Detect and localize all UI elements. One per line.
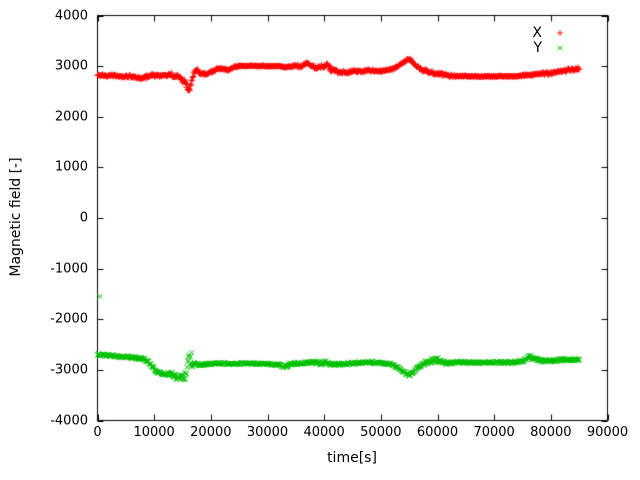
y-tick-label: 2000 [54, 109, 88, 125]
x-tick-label: 60000 [416, 425, 459, 440]
x-tick-label: 70000 [473, 425, 515, 440]
x-tick-label: 10000 [133, 425, 175, 440]
x-tick-label: 0 [93, 425, 102, 440]
y-tick-label: 3000 [54, 58, 88, 74]
x-tick-label: 50000 [360, 425, 402, 440]
x-tick-label: 30000 [246, 425, 289, 440]
y-tick-label: 1000 [54, 159, 88, 175]
legend-label-y: Y [533, 40, 542, 56]
x-tick-label: 40000 [303, 425, 345, 440]
y-tick-label: -1000 [50, 261, 88, 277]
y-tick-label: 4000 [54, 8, 88, 23]
y-tick-label: -4000 [50, 413, 88, 428]
legend-label-x: X [532, 25, 542, 41]
y-tick-label: 0 [79, 210, 88, 226]
y-tick-label: -3000 [50, 362, 88, 378]
y-tick-label: -2000 [50, 311, 88, 327]
x-axis-label: time[s] [327, 450, 377, 466]
x-tick-label: 90000 [586, 425, 629, 440]
x-tick-label: 20000 [190, 425, 232, 440]
x-tick-label: 80000 [530, 425, 572, 440]
